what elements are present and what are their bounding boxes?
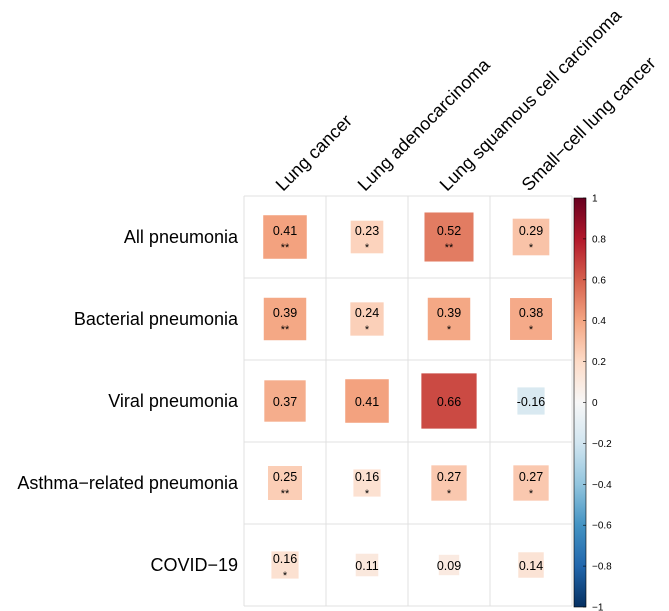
cell-value-label: 0.14	[519, 559, 543, 573]
significance-marker: *	[529, 324, 534, 336]
colorbar-tick-label: −0.8	[592, 562, 612, 573]
cell-value-label: 0.66	[437, 395, 461, 409]
cells: 0.41**0.23*0.52**0.29*0.39**0.24*0.39*0.…	[263, 212, 552, 582]
colorbar-tick-label: −0.2	[592, 439, 612, 450]
significance-marker: **	[281, 324, 290, 336]
cell-value-label: 0.25	[273, 470, 297, 484]
heatmap-cell	[271, 551, 299, 579]
cell-value-label: -0.16	[517, 395, 546, 409]
heatmap-cell	[512, 218, 550, 256]
cell-value-label: 0.09	[437, 559, 461, 573]
column-label: Small−cell lung cancer	[518, 53, 660, 195]
cell-value-label: 0.29	[519, 224, 543, 238]
cell-value-label: 0.39	[437, 306, 461, 320]
colorbar-tick-label: 1	[592, 194, 598, 205]
heatmap-cell	[517, 387, 545, 415]
cell-value-label: 0.23	[355, 224, 379, 238]
heatmap-cell	[268, 466, 302, 500]
significance-marker: *	[283, 570, 288, 582]
colorbar: 1 0.8 0.6 0.4 0.2 0 −0.2 −0.4 −0.6 −0.8 −1	[573, 194, 612, 611]
significance-marker: *	[365, 242, 370, 254]
cell-value-label: 0.38	[519, 306, 543, 320]
colorbar-tick-label: 0.6	[592, 275, 606, 286]
colorbar-tick-label: 0.4	[592, 316, 606, 327]
heatmap-cell	[421, 373, 477, 429]
cell-value-label: 0.37	[273, 395, 297, 409]
significance-marker: *	[365, 488, 370, 500]
row-label: All pneumonia	[124, 227, 239, 247]
colorbar-tick-label: 0.8	[592, 234, 606, 245]
grid	[243, 195, 573, 607]
heatmap-cell	[518, 552, 544, 578]
heatmap-cell	[263, 297, 307, 341]
heatmap-cell	[345, 379, 389, 423]
cell-value-label: 0.27	[437, 470, 461, 484]
heatmap-cell	[263, 215, 307, 259]
colorbar-tick-label: 0.2	[592, 357, 606, 368]
significance-marker: **	[445, 242, 454, 254]
heatmap-cell	[264, 380, 306, 422]
colorbar-tick-label: −0.6	[592, 521, 612, 532]
significance-marker: **	[281, 488, 290, 500]
column-label: Lung cancer	[272, 111, 356, 195]
cell-value-label: 0.41	[273, 224, 297, 238]
cell-value-label: 0.52	[437, 224, 461, 238]
row-label: Bacterial pneumonia	[74, 309, 239, 329]
significance-marker: *	[447, 324, 452, 336]
significance-marker: *	[447, 488, 452, 500]
heatmap-cell	[427, 297, 471, 341]
cell-value-label: 0.27	[519, 470, 543, 484]
cell-value-label: 0.24	[355, 306, 379, 320]
cell-value-label: 0.16	[355, 470, 379, 484]
heatmap-cell	[513, 465, 549, 501]
colorbar-tick-label: 0	[592, 398, 598, 409]
heatmap-cell	[438, 554, 460, 576]
significance-marker: *	[365, 324, 370, 336]
heatmap-cell	[353, 469, 381, 497]
significance-marker: *	[529, 242, 534, 254]
heatmap-cell	[350, 220, 384, 254]
cell-value-label: 0.39	[273, 306, 297, 320]
cell-value-label: 0.11	[355, 559, 378, 573]
row-label: COVID−19	[150, 555, 238, 575]
significance-marker: **	[281, 242, 290, 254]
colorbar-tick-label: −0.4	[592, 480, 612, 491]
heatmap-cell	[350, 302, 384, 336]
heatmap-cell	[424, 212, 474, 262]
row-label: Asthma−related pneumonia	[17, 473, 239, 493]
cell-value-label: 0.41	[355, 395, 379, 409]
row-labels: All pneumonia Bacterial pneumonia Viral pn…	[17, 227, 239, 575]
column-label: Lung adenocarcinoma	[354, 54, 495, 195]
heatmap-cell	[510, 298, 552, 340]
heatmap-cell	[355, 553, 379, 577]
colorbar-tick-label: −1	[592, 603, 604, 611]
significance-marker: *	[529, 488, 534, 500]
row-label: Viral pneumonia	[108, 391, 239, 411]
heatmap-cell	[431, 465, 467, 501]
cell-value-label: 0.16	[273, 552, 297, 566]
